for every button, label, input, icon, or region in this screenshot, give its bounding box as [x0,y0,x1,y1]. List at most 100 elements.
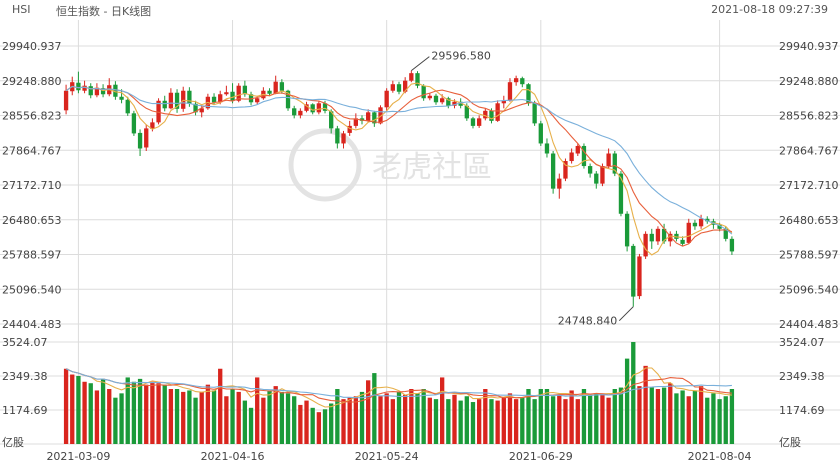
volume-unit-left: 亿股 [2,436,24,449]
volume-bar [680,390,685,444]
volume-bar [156,383,161,444]
y-tick-label-left: 27172.710 [2,179,62,192]
x-tick-label: 2021-06-29 [509,450,573,463]
volume-bar [316,412,322,444]
candle-body [193,103,198,113]
candle-body [587,166,593,174]
candle-body [137,132,143,149]
y-tick-label-right: 25096.540 [779,283,839,296]
volume-bar [144,384,149,444]
volume-bar [655,389,661,444]
volume-bar [476,399,482,444]
candle-body [187,90,192,104]
candle-body [723,228,728,239]
volume-bar [94,390,100,444]
candle-body [655,228,661,242]
volume-bar [100,378,106,444]
volume-bar [557,394,562,444]
y-tick-label-right: 28556.823 [779,110,839,123]
candle-body [119,96,124,100]
volume-bar [717,399,722,444]
volume-bar [698,386,704,444]
candle-body [378,107,383,124]
volume-bar [162,384,167,444]
candle-body [575,145,580,154]
candle-body [150,122,155,129]
volume-bar [637,386,642,444]
annotation-leader-low [618,306,634,322]
volume-ma20-line [65,368,732,399]
volume-bar [661,387,667,444]
y-tick-label-left: 25788.597 [2,249,62,262]
volume-bar [470,402,476,444]
candle-body [76,82,81,91]
candle-body [594,173,599,184]
grid-lines [0,20,840,445]
candle-body [433,95,439,103]
candle-body [470,118,476,126]
candle-body [637,256,642,297]
volume-bar [384,393,389,444]
candle-body [489,110,494,121]
volume-bar [279,391,285,444]
volume-bar [532,399,537,444]
volume-bar [335,389,340,444]
y-tick-label-right: 29248.880 [779,75,839,88]
volume-bar [82,381,87,444]
volume-bar [310,407,315,444]
volume-bar [119,393,124,444]
candle-body [668,233,673,242]
volume-bar [378,396,383,444]
moving-averages [65,82,733,256]
volume-bar [248,407,254,444]
volume-bar [594,393,599,444]
chart-header: HSI 恒生指数 - 日K线图 2021-08-18 09:27:39 [0,0,840,20]
volume-bar [403,394,408,444]
volume-bar [211,390,217,444]
annotation-leader-high [411,56,430,72]
candle-body [273,81,278,94]
volume-bar [692,390,698,444]
candle-body [680,239,685,244]
volume-tick-label-right: 1174.69 [779,404,825,417]
candle-body [372,112,377,124]
axis-labels: 29940.937 29940.937 29248.880 29248.880 2855… [2,40,839,463]
volume-tick-label-right: 3524.07 [779,336,825,349]
candle-body [557,178,562,189]
volume-tick-label-left: 1174.69 [2,404,48,417]
candle-body [705,218,710,222]
volume-bar [261,397,266,444]
y-tick-label-right: 26480.653 [779,214,839,227]
volume-bar [366,380,371,444]
y-tick-label-left: 25096.540 [2,283,62,296]
candle-body [600,166,605,184]
volume-bar [125,377,130,444]
x-tick-label: 2021-08-04 [688,450,752,463]
volume-tick-label-right: 2349.38 [779,370,825,383]
ma5-line [65,82,733,256]
candle-body [550,153,556,189]
candle-body [452,101,457,106]
candle-body [544,143,550,154]
candle-body [285,90,291,109]
candle-body [427,95,432,99]
volume-bar [396,391,402,444]
volume-bar [452,394,457,444]
timestamp: 2021-08-18 09:27:39 [711,3,828,16]
y-tick-label-left: 28556.823 [2,110,62,123]
volume-bar [329,403,334,444]
candle-body [248,94,254,103]
volume-bars [63,342,735,444]
index-symbol: HSI [12,3,31,16]
candle-body [520,78,525,85]
volume-bar [88,383,93,444]
volume-bar [76,375,81,444]
volume-bar [606,397,611,444]
volume-bar [668,383,673,444]
volume-bar [347,397,352,444]
volume-bar [181,391,186,444]
candle-body [403,80,408,92]
candle-body [458,101,463,106]
volume-bar [507,393,513,444]
